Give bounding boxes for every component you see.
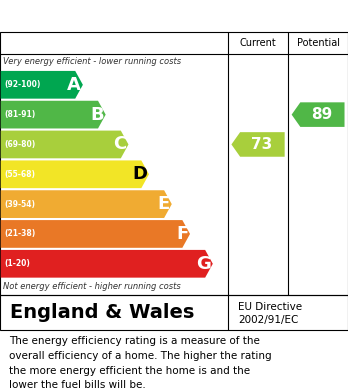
Text: (69-80): (69-80) [4,140,35,149]
Text: F: F [176,225,188,243]
Text: 89: 89 [311,107,332,122]
Text: (92-100): (92-100) [4,80,41,89]
Text: Current: Current [240,38,276,48]
Text: Very energy efficient - lower running costs: Very energy efficient - lower running co… [3,57,182,66]
Text: (1-20): (1-20) [4,259,30,268]
Text: E: E [158,195,170,213]
Polygon shape [1,71,83,99]
Text: G: G [196,255,211,273]
Text: Energy Efficiency Rating: Energy Efficiency Rating [9,9,230,24]
Polygon shape [1,250,213,278]
Text: 2002/91/EC: 2002/91/EC [238,315,299,325]
Polygon shape [1,190,172,218]
Text: (39-54): (39-54) [4,200,35,209]
Text: Potential: Potential [296,38,340,48]
Text: D: D [132,165,147,183]
Polygon shape [292,102,345,127]
Polygon shape [1,220,190,248]
Polygon shape [1,101,106,129]
Text: A: A [67,76,81,94]
Polygon shape [1,160,149,188]
Text: 73: 73 [251,137,272,152]
Text: Not energy efficient - higher running costs: Not energy efficient - higher running co… [3,282,181,291]
Text: (55-68): (55-68) [4,170,35,179]
Polygon shape [1,131,128,158]
Text: The energy efficiency rating is a measure of the
overall efficiency of a home. T: The energy efficiency rating is a measur… [9,336,271,390]
Polygon shape [231,132,285,157]
Text: England & Wales: England & Wales [10,303,195,322]
Text: C: C [113,135,127,153]
Text: (81-91): (81-91) [4,110,35,119]
Text: (21-38): (21-38) [4,230,35,239]
Text: B: B [90,106,104,124]
Text: EU Directive: EU Directive [238,301,302,312]
